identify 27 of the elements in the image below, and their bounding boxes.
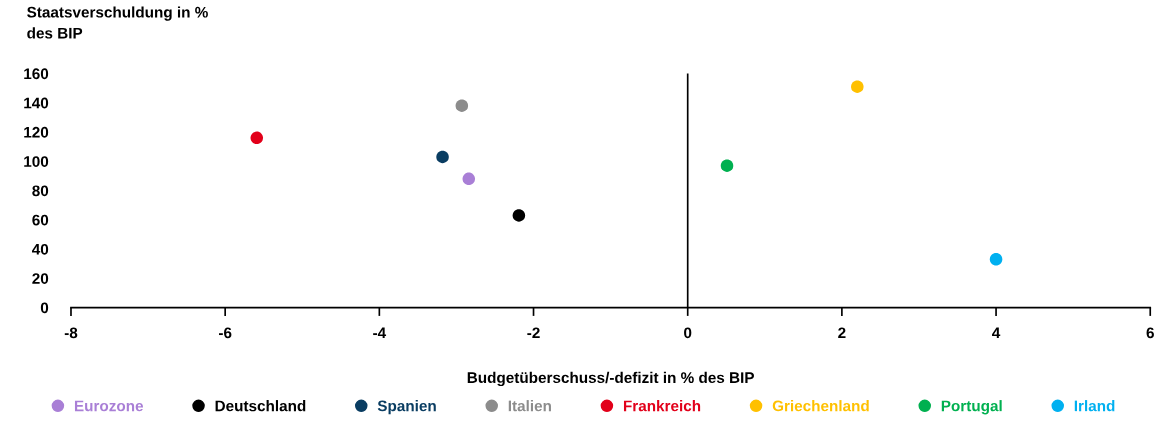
x-tick-label: -4 bbox=[373, 327, 387, 339]
x-tick-label: -6 bbox=[218, 327, 232, 339]
x-tick-label: 6 bbox=[1146, 327, 1154, 339]
y-tick-label: 20 bbox=[32, 273, 49, 284]
legend-label: Griechenland bbox=[772, 400, 869, 412]
legend-label: Irland bbox=[1074, 400, 1115, 412]
legend-label: Spanien bbox=[377, 400, 436, 415]
y-tick-label: 0 bbox=[40, 302, 49, 314]
x-tick-label: 4 bbox=[992, 327, 1001, 339]
y-tick-label: 140 bbox=[24, 97, 49, 109]
legend-label: Portugal bbox=[941, 400, 1002, 415]
y-tick-label: 120 bbox=[24, 126, 49, 138]
y-tick-label: 100 bbox=[24, 156, 49, 167]
x-tick-label: 0 bbox=[684, 327, 692, 339]
y-tick-label: 160 bbox=[24, 68, 49, 80]
x-tick-label: -8 bbox=[64, 327, 78, 339]
legend-label: Eurozone bbox=[74, 400, 144, 412]
y-tick-label: 80 bbox=[32, 185, 49, 197]
y-axis-title: Staatsverschuldung in % des BIP bbox=[27, 6, 208, 39]
x-tick-label: 2 bbox=[838, 327, 846, 339]
y-tick-label: 60 bbox=[32, 214, 49, 226]
y-tick-label: 40 bbox=[32, 243, 49, 255]
legend-label: Deutschland bbox=[215, 400, 306, 412]
x-tick-label: -2 bbox=[527, 327, 540, 339]
legend-label: Frankreich bbox=[623, 400, 701, 412]
x-axis-title: Budgetüberschuss/-defizit in % des BIP bbox=[467, 371, 754, 387]
legend-label: Italien bbox=[508, 400, 551, 412]
